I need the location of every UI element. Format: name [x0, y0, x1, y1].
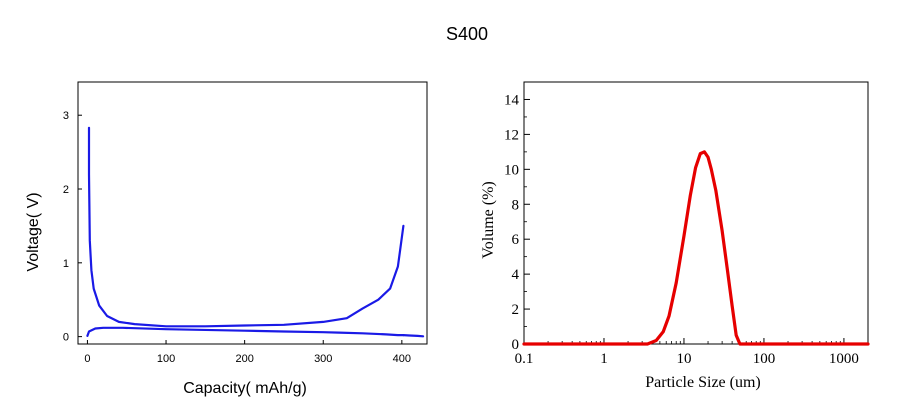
series-group: [86, 126, 425, 338]
series-line-1: [87, 126, 405, 328]
x-tick-label: 100: [157, 353, 175, 365]
series-line-0: [522, 150, 870, 346]
y-tick-label: 2: [512, 302, 520, 318]
figure-title: S400: [446, 24, 488, 44]
y-tick-label: 2: [63, 184, 69, 196]
x-tick-label: 0: [84, 353, 90, 365]
y-axis-label: Volume (%): [480, 181, 497, 258]
x-tick-label: 300: [314, 353, 332, 365]
y-tick-label: 8: [512, 197, 520, 213]
particle-size-chart: Particle Size (um) Volume (%) 0.1 1 10 100 1…: [480, 81, 870, 391]
tick-group: 0.1 1 10 100 1000 0 2 4 6 8 10 12 14: [504, 81, 869, 367]
tick-group: 0 100 200 300 400 0 1 2 3: [63, 110, 411, 365]
voltage-capacity-chart: Capacity( mAh/g) Voltage( V) 0 100 200 300 4…: [25, 81, 428, 397]
series-line-0: [86, 326, 405, 337]
x-axis-label: Particle Size (um): [645, 374, 761, 391]
plot-frame: [523, 81, 869, 345]
series-group: [522, 150, 870, 346]
x-tick-label: 200: [235, 353, 253, 365]
y-tick-label: 3: [63, 110, 69, 122]
series-line-2: [402, 334, 425, 338]
y-tick-label: 0: [63, 332, 69, 344]
y-tick-label: 0: [512, 337, 520, 353]
y-tick-label: 6: [512, 232, 520, 248]
x-tick-label: 1000: [829, 351, 859, 367]
y-tick-label: 4: [512, 267, 520, 283]
plot-frame: [77, 81, 428, 345]
y-tick-label: 1: [63, 258, 69, 270]
y-tick-label: 10: [504, 162, 519, 178]
x-tick-label: 1: [600, 351, 608, 367]
x-axis-label: Capacity( mAh/g): [183, 380, 307, 397]
x-tick-label: 100: [753, 351, 776, 367]
x-tick-label: 400: [393, 353, 411, 365]
x-tick-label: 0.1: [515, 351, 534, 367]
y-axis-label: Voltage( V): [25, 192, 42, 271]
y-tick-label: 12: [504, 127, 519, 143]
x-tick-label: 10: [676, 351, 691, 367]
y-tick-label: 14: [504, 92, 520, 108]
